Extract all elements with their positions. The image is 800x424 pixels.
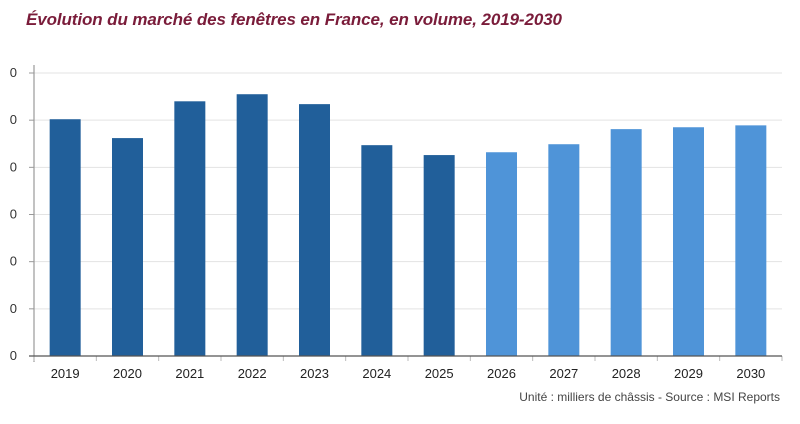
x-tick-label: 2026: [487, 366, 516, 381]
y-tick-label: 0: [10, 301, 17, 316]
bar-2028: [610, 129, 642, 356]
bar-2022: [236, 94, 268, 356]
bar-2026: [486, 152, 517, 356]
x-tick-label: 2024: [362, 366, 391, 381]
bar-2021: [174, 101, 206, 356]
bar-2019: [49, 119, 81, 357]
y-tick-label: 0: [10, 348, 17, 363]
x-tick-label: 2025: [425, 366, 454, 381]
x-tick-label: 2030: [736, 366, 765, 381]
x-axis: 2019 2020 2021 2022 2023 2024 2025 2026 2027 2028…: [29, 355, 783, 381]
x-tick-label: 2022: [238, 366, 267, 381]
y-tick-label: 0: [10, 65, 17, 80]
bars: [49, 94, 767, 357]
bar-2024: [361, 145, 393, 356]
x-tick-label: 2023: [300, 366, 329, 381]
bar-2025: [423, 155, 455, 356]
source-note: Unité : milliers de châssis - Source : M…: [519, 390, 780, 404]
x-tick-label: 2020: [113, 366, 142, 381]
bar-2023: [299, 104, 330, 356]
bar-2029: [673, 127, 704, 356]
y-tick-label: 0: [10, 112, 17, 127]
x-tick-label: 2021: [175, 366, 204, 381]
y-tick-label: 0: [10, 254, 17, 269]
chart-title: Évolution du marché des fenêtres en Fran…: [26, 10, 562, 29]
x-tick-label: 2027: [549, 366, 578, 381]
bar-2020: [112, 138, 143, 356]
y-axis-ticks: 0 0 0 0 0 0 0: [10, 65, 35, 363]
bar-2027: [548, 144, 580, 356]
bar-2030: [735, 125, 767, 356]
x-tick-label: 2028: [612, 366, 641, 381]
y-tick-label: 0: [10, 159, 17, 174]
x-tick-label: 2029: [674, 366, 703, 381]
y-tick-label: 0: [10, 207, 17, 222]
x-tick-label: 2019: [51, 366, 80, 381]
gridlines: [34, 72, 782, 310]
